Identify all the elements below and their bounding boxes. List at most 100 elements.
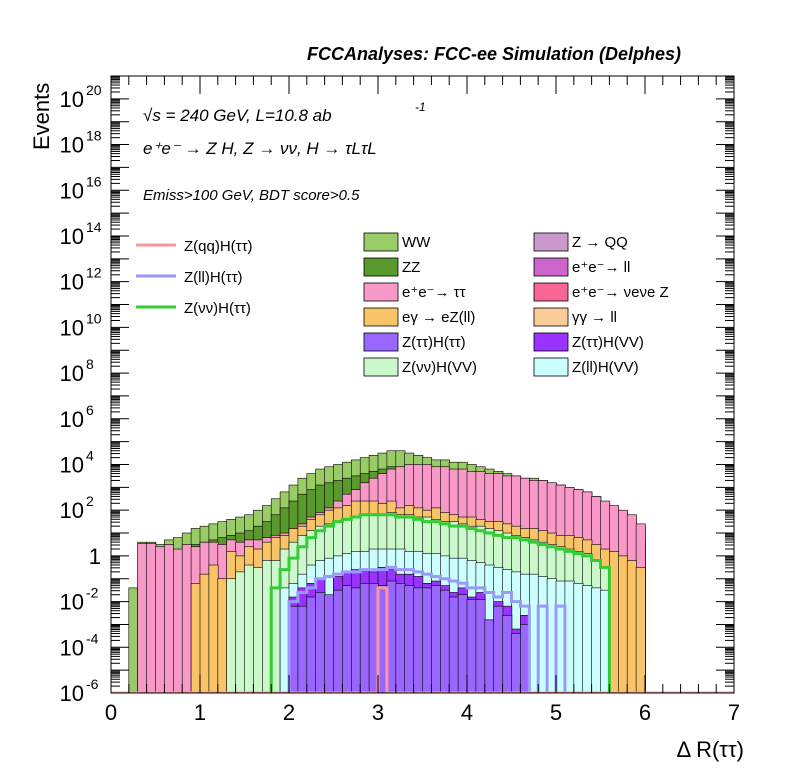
bar-Ztautau_Htautau-32 [395, 583, 406, 693]
legend-swatch-Ztautau_HVV [533, 332, 569, 352]
y-tick-label: 10 [60, 133, 84, 158]
legend-swatch-Z_QQ [533, 232, 569, 252]
legend-swatch-Ztautau_Htautau [363, 332, 399, 352]
legend-label-Znunu_HVV: Z(νν)H(VV) [402, 359, 477, 376]
y-tick-label: 10 [60, 270, 84, 295]
bar-Ztautau_Htautau-35 [422, 587, 433, 693]
x-tick-label: 2 [283, 700, 295, 725]
x-tick-label: 5 [550, 700, 562, 725]
y-tick-label: 10 [60, 178, 84, 203]
y-tick-exponent: 12 [86, 265, 102, 281]
legend-swatch-ZZ [363, 257, 399, 277]
bar-ee_tautau-7 [173, 548, 183, 693]
bar-Znunu_HVV-13 [226, 578, 237, 693]
y-tick-label: 10 [60, 87, 84, 112]
legend-backgrounds: WW Z → QQ ZZ e⁺e⁻→ ll e⁺e⁻→ ττ e⁺e⁻→ νeνe Z eγ… [363, 232, 669, 377]
legend-label-Zll_HVV: Z(ll)H(VV) [572, 359, 639, 376]
plot-frame [110, 75, 735, 694]
bar-egamma_eZll-12 [217, 578, 228, 693]
y-tick-exponent: 2 [86, 493, 94, 509]
y-tick-exponent: 20 [86, 82, 102, 98]
y-tick-label: 1 [89, 544, 101, 569]
legend-label-sig_qq: Z(qq)H(ττ) [184, 238, 253, 255]
y-tick-exponent: 4 [86, 447, 94, 463]
y-tick-exponent: -6 [86, 676, 99, 692]
y-tick-exponent: -4 [86, 630, 99, 646]
bar-Ztautau_Htautau-44 [502, 615, 513, 693]
x-tick-label: 3 [372, 700, 384, 725]
legend-label-gammagamma_ll: γγ → ll [572, 309, 617, 326]
bar-ee_tautau-5 [155, 546, 166, 693]
y-axis-label: Events [29, 83, 54, 150]
y-tick-label: 10 [60, 590, 84, 615]
signal-lines [111, 513, 734, 693]
legend-swatch-gammagamma_ll [533, 307, 569, 327]
bar-Ztautau_Htautau-28 [359, 583, 370, 693]
bar-egamma_eZll-59 [635, 567, 646, 693]
bar-Znunu_HVV-14 [235, 571, 246, 693]
x-tick-label: 0 [105, 700, 117, 725]
bar-ee_tautau-8 [181, 544, 192, 693]
energy-annotation: √s = 240 GeV, L=10.8 ab -1 [143, 100, 426, 125]
legend-label-Ztautau_Htautau: Z(ττ)H(ττ) [402, 334, 466, 351]
legend-swatch-ee_ll [533, 257, 569, 277]
legend-swatch-ee_nunuZ [533, 282, 569, 302]
legend-label-sig_nunu: Z(νν)H(ττ) [184, 300, 251, 317]
bar-Ztautau_Htautau-37 [439, 589, 450, 693]
bar-Znunu_HVV-16 [253, 567, 263, 693]
y-tick-label: 10 [60, 315, 84, 340]
bar-egamma_eZll-10 [199, 573, 210, 693]
y-tick-exponent: 10 [86, 310, 102, 326]
bar-Ztautau_Htautau-40 [466, 599, 477, 693]
selection-annotation: Emiss>100 GeV, BDT score>0.5 [143, 187, 360, 204]
bar-Ztautau_Htautau-41 [475, 599, 486, 693]
bar-Ztautau_Htautau-24 [324, 594, 335, 693]
bar-Ztautau_Htautau-25 [333, 589, 344, 693]
bar-Ztautau_Htautau-21 [297, 605, 308, 693]
legend-label-sig_ll: Z(ll)H(ττ) [184, 269, 243, 286]
y-tick-exponent: -2 [86, 585, 99, 601]
bar-ee_tautau-3 [137, 543, 148, 693]
y-tick-label: 10 [60, 407, 84, 432]
legend-label-ee_nunuZ: e⁺e⁻→ νeνe Z [572, 284, 669, 301]
bar-Ztautau_Htautau-38 [448, 596, 459, 693]
y-tick-exponent: 18 [86, 128, 102, 144]
legend-label-WW: WW [402, 234, 431, 251]
x-tick-label: 1 [194, 700, 206, 725]
legend-swatch-WW [363, 232, 399, 252]
y-tick-label: 10 [60, 361, 84, 386]
line-sig_ll [111, 565, 734, 693]
bar-Znunu_HVV-15 [244, 564, 255, 693]
legend-swatch-ee_tautau [363, 282, 399, 302]
bar-Zll_HVV-54 [591, 587, 602, 693]
legend-signals: Z(qq)H(ττ) Z(ll)H(ττ) Z(νν)H(ττ) [136, 238, 253, 317]
process-annotation: e⁺e⁻ → Z H, Z → νν, H → τLτL [143, 139, 377, 158]
x-tick-label: 6 [639, 700, 651, 725]
bar-WW-2 [128, 587, 139, 693]
bar-Ztautau_Htautau-45 [511, 633, 522, 693]
legend-label-ZZ: ZZ [402, 259, 420, 276]
bar-Ztautau_Htautau-39 [457, 594, 468, 693]
y-tick-exponent: 14 [86, 219, 102, 235]
x-tick-label: 4 [461, 700, 473, 725]
bar-Zll_HVV-52 [573, 583, 584, 693]
bar-Ztautau_Htautau-42 [484, 619, 495, 693]
legend-swatch-egamma_eZll [363, 307, 399, 327]
legend-swatch-Znunu_HVV [363, 357, 399, 377]
y-tick-exponent: 8 [86, 356, 94, 372]
bar-ee_tautau-6 [164, 544, 174, 693]
y-tick-label: 10 [60, 224, 84, 249]
chart-title: FCCAnalyses: FCC-ee Simulation (Delphes) [307, 44, 681, 64]
stack-Ztautau_Htautau [288, 580, 531, 693]
x-tick-label: 7 [728, 700, 740, 725]
bar-egamma_eZll-57 [617, 555, 628, 693]
energy-text: √s = 240 GeV, L=10.8 ab [143, 106, 332, 125]
bar-Ztautau_Htautau-34 [413, 587, 424, 693]
bar-Ztautau_Htautau-33 [404, 585, 415, 693]
legend-label-Ztautau_HVV: Z(ττ)H(VV) [572, 334, 644, 351]
bar-Ztautau_Htautau-36 [431, 585, 441, 693]
bar-Ztautau_Htautau-26 [342, 585, 352, 693]
legend-swatch-Zll_HVV [533, 357, 569, 377]
